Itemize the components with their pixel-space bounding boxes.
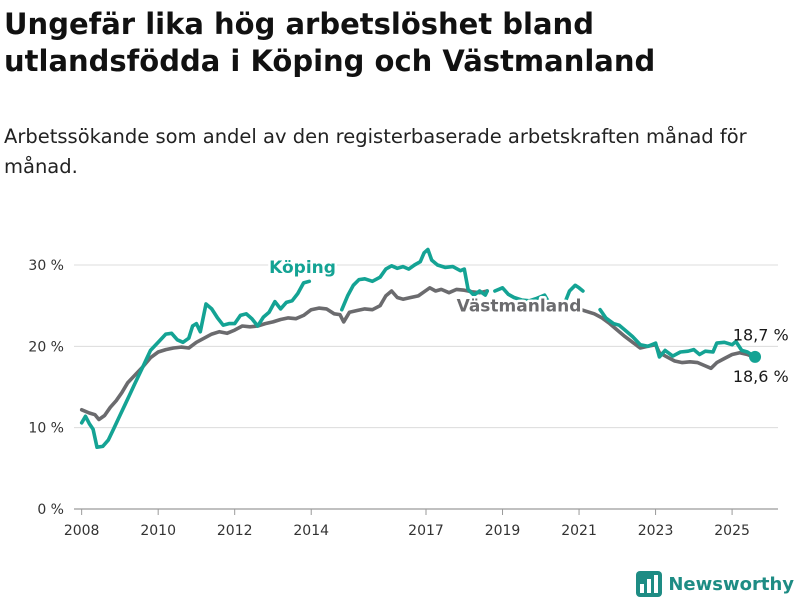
chart-subtitle: Arbetssökande som andel av den registerb…	[4, 125, 747, 178]
series-line-koping	[79, 279, 312, 449]
x-tick-label: 2023	[638, 523, 674, 539]
x-tick-label: 2012	[217, 523, 253, 539]
brand-name: Newsworthy	[668, 573, 794, 595]
series-line-vastmanland	[550, 301, 757, 371]
x-tick-label: 2017	[408, 523, 444, 539]
y-tick-label: 30 %	[28, 258, 64, 274]
x-tick-label: 2025	[714, 523, 750, 539]
y-tick-label: 0 %	[37, 502, 64, 518]
x-tick-label: 2021	[561, 523, 597, 539]
x-tick-label: 2010	[140, 523, 176, 539]
y-tick-label: 20 %	[28, 339, 64, 355]
brand-logo: Newsworthy	[636, 570, 794, 598]
y-tick-label: 10 %	[28, 421, 64, 437]
series-line-koping	[598, 307, 757, 359]
series-label-vastmanland: Västmanland	[457, 296, 582, 316]
series-line-vastmanland	[79, 286, 489, 422]
bar-chart-logo-icon	[636, 571, 663, 597]
x-tick-label: 2008	[64, 523, 100, 539]
end-value-label-vastmanland: 18,6 %	[733, 367, 789, 386]
x-tick-label: 2019	[485, 523, 521, 539]
end-point-marker	[749, 350, 762, 363]
series-label-koping: Köping	[269, 258, 336, 278]
end-value-label-koping: 18,7 %	[733, 326, 789, 345]
series-line-koping	[340, 247, 489, 312]
series-line-koping	[493, 283, 585, 310]
chart-title: Ungefär lika hög arbetslöshet bland utla…	[4, 7, 656, 78]
x-tick-label: 2014	[293, 523, 329, 539]
